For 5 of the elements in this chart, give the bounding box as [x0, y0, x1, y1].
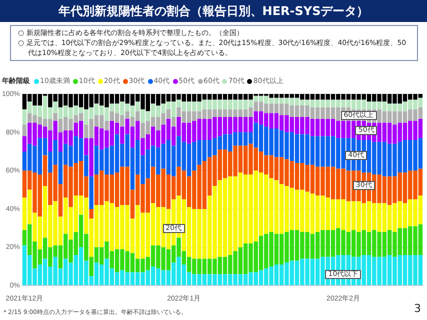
bar — [89, 176, 94, 209]
bar — [22, 124, 27, 136]
chart-title: 年代別新規陽性者の割合（報告日別、HER-SYSデータ） — [0, 0, 427, 22]
bar — [89, 208, 94, 219]
text: 3 — [414, 302, 421, 315]
